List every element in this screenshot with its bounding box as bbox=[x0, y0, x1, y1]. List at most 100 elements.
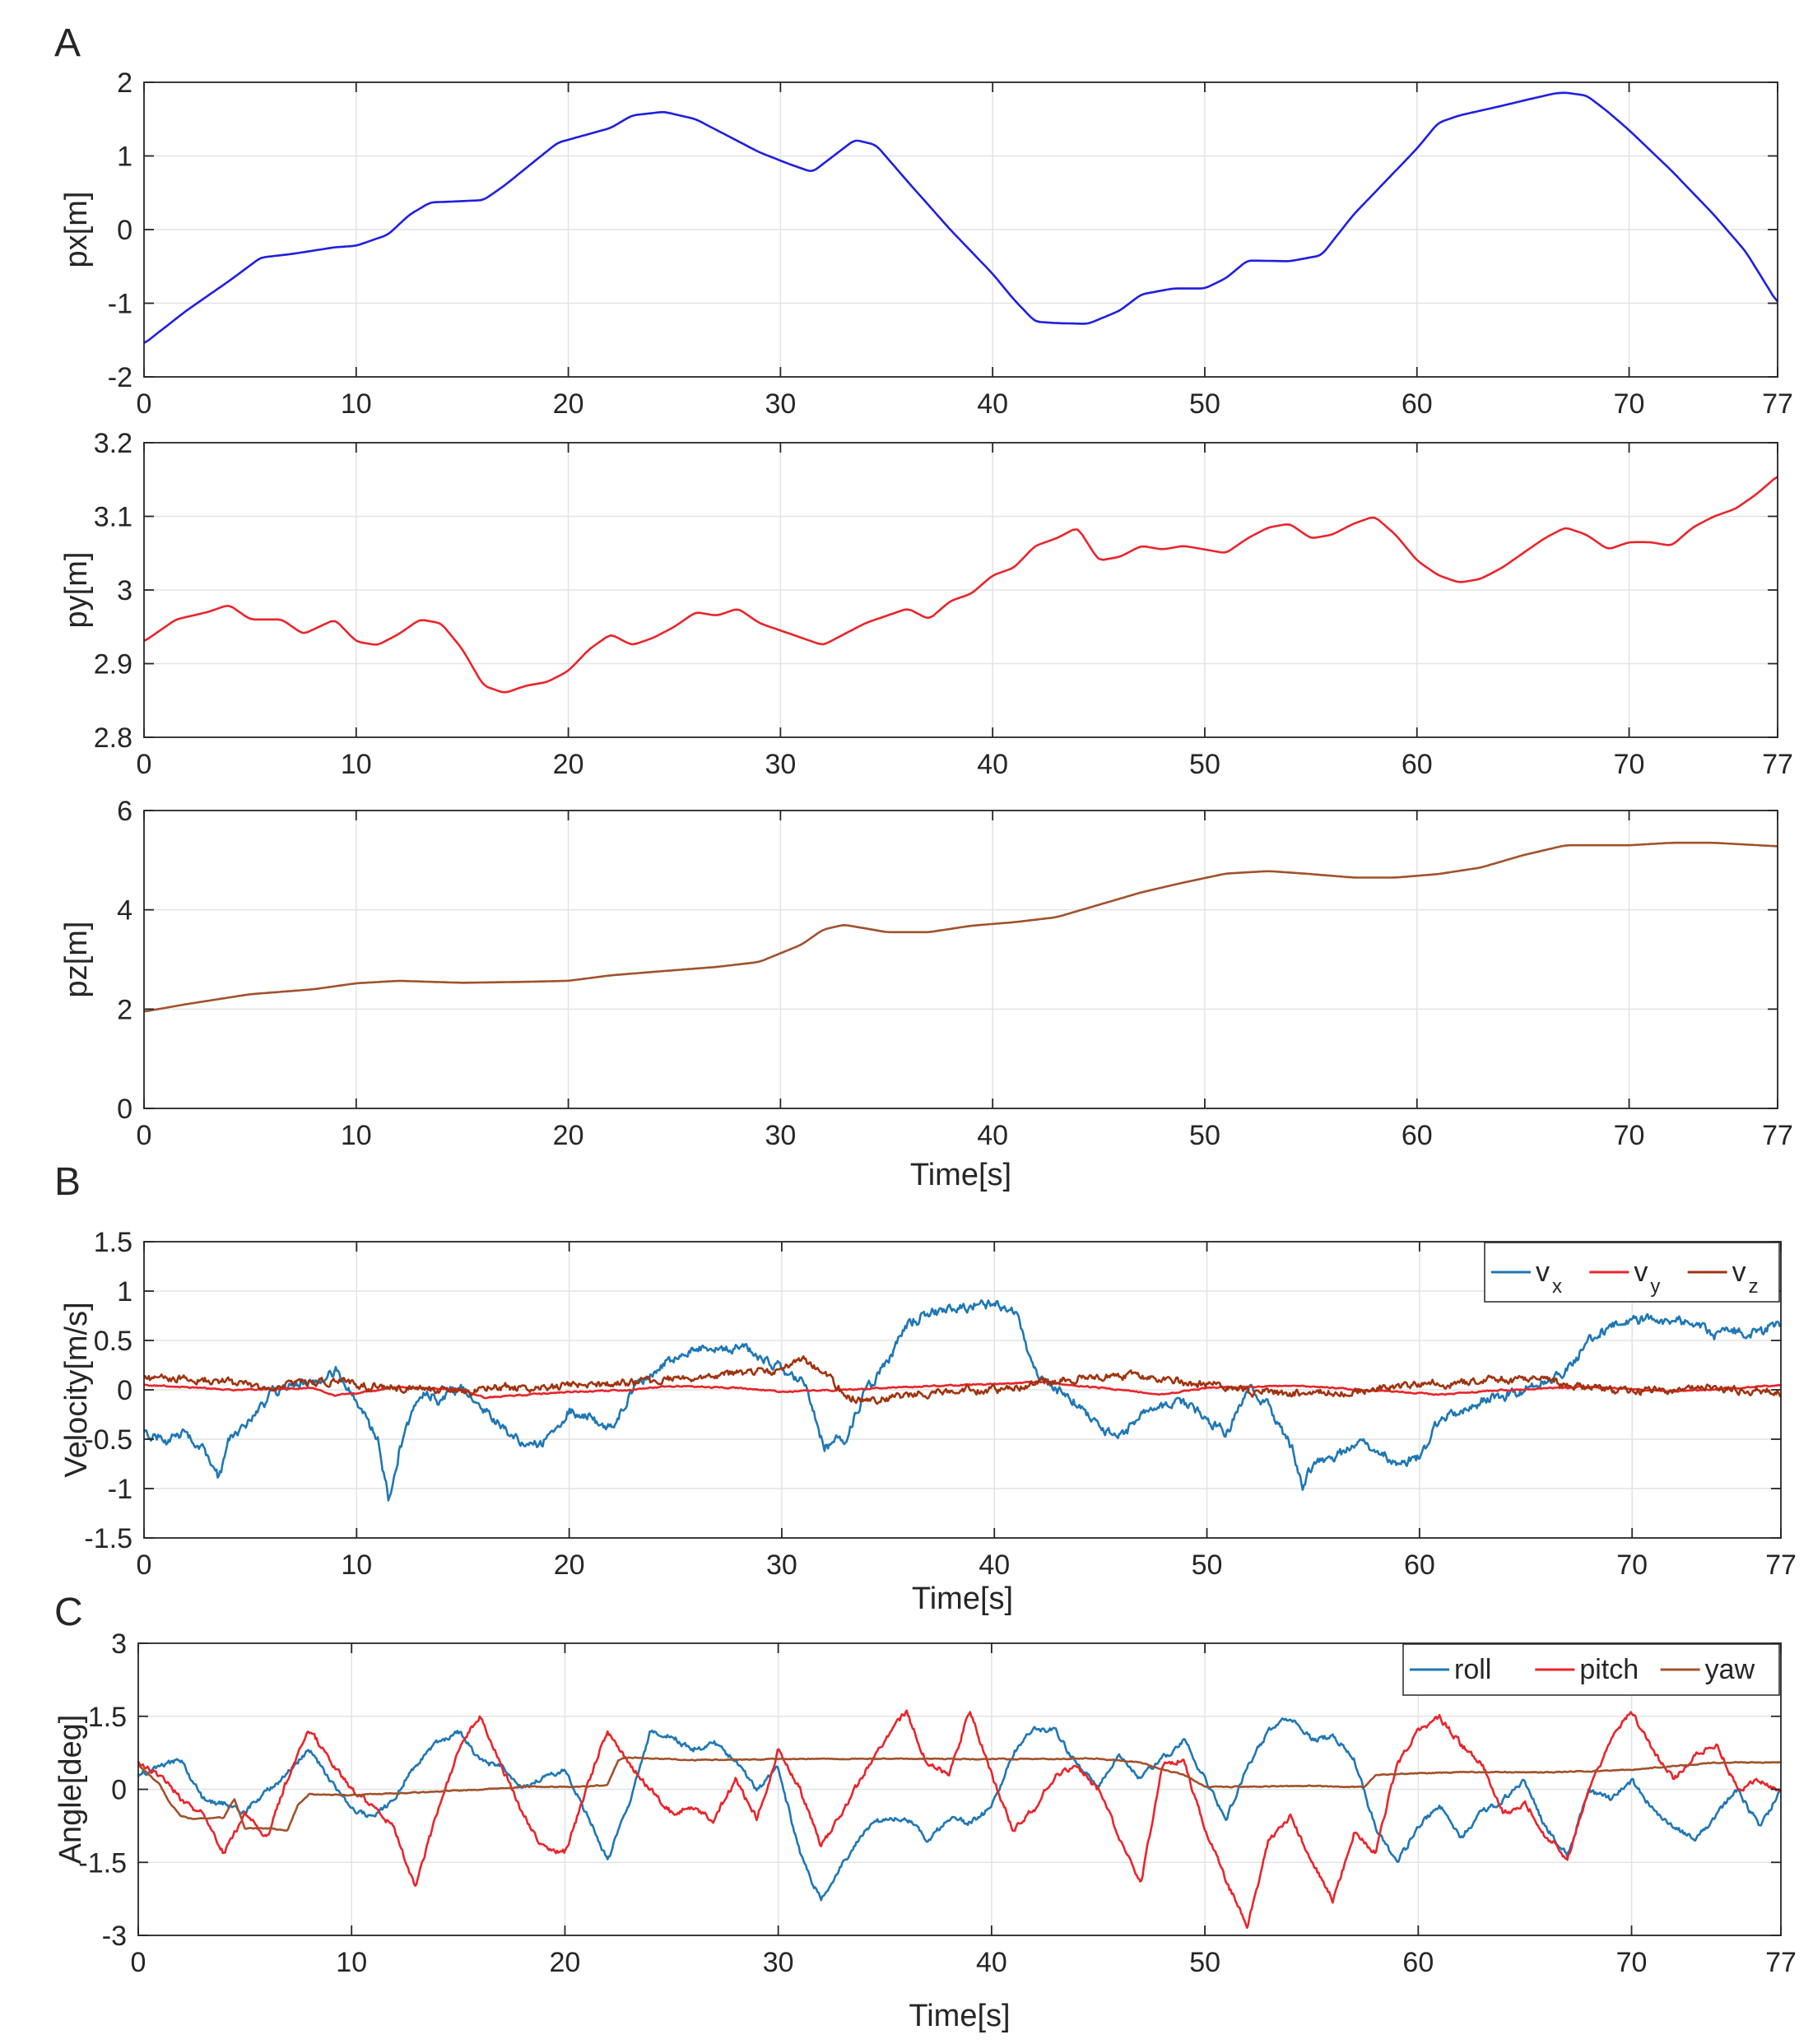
velocity-ytick-label: -1.5 bbox=[84, 1523, 132, 1554]
angle-series-roll bbox=[137, 1717, 1783, 1902]
chart-angle: 0 10 20 30 40 50 60 70 77 -3 -1.5 0 1.5 3 Angle[deg] Ti… bbox=[53, 1628, 1797, 2033]
velocity-xtick-label: 50 bbox=[1192, 1549, 1223, 1581]
px-xtick-label: 10 bbox=[341, 388, 372, 420]
pz-xtick-label: 20 bbox=[553, 1120, 584, 1151]
velocity-xtick-label: 30 bbox=[766, 1549, 797, 1581]
velocity-series-vx bbox=[142, 1299, 1783, 1502]
angle-xtick-label: 0 bbox=[131, 1947, 146, 1978]
pz-ytick-label: 4 bbox=[117, 895, 132, 927]
angle-series-yaw bbox=[137, 1756, 1782, 1832]
angle-xtick-label: 40 bbox=[976, 1947, 1007, 1978]
px-xtick-label: 30 bbox=[765, 388, 796, 420]
angle-xtick-label: 30 bbox=[763, 1947, 794, 1978]
panel-label-a: A bbox=[54, 21, 81, 65]
panel-label-b: B bbox=[54, 1160, 81, 1204]
pz-series-pz bbox=[143, 841, 1778, 1013]
velocity-ytick-label: 0 bbox=[117, 1375, 132, 1406]
py-ytick-label: 2.9 bbox=[94, 649, 132, 681]
velocity-ytick-label: 1.5 bbox=[94, 1227, 132, 1258]
py-xtick-label: 10 bbox=[341, 749, 372, 780]
py-xtick-label: 60 bbox=[1402, 749, 1433, 780]
pz-plot-area bbox=[144, 811, 1778, 1108]
px-ylabel: px[m] bbox=[59, 192, 94, 268]
px-ytick-label: 2 bbox=[117, 67, 132, 99]
py-ytick-label: 3.1 bbox=[94, 502, 132, 533]
angle-xlabel: Time[s] bbox=[909, 1999, 1010, 2033]
velocity-xtick-label: 70 bbox=[1616, 1549, 1648, 1581]
angle-ytick-label: 1.5 bbox=[88, 1702, 127, 1733]
velocity-legend-sub-vy: y bbox=[1650, 1275, 1660, 1298]
velocity-ylabel: Velocity[m/s] bbox=[59, 1302, 94, 1477]
py-ylabel: py[m] bbox=[59, 552, 94, 629]
angle-xtick-label: 70 bbox=[1616, 1947, 1648, 1978]
angle-legend: roll pitch yaw bbox=[1402, 1643, 1780, 1696]
chart-py: 0 10 20 30 40 50 60 70 77 2.8 2.9 3 3.1 3.2 py[m] bbox=[59, 428, 1793, 780]
pz-ytick-label: 0 bbox=[117, 1094, 132, 1125]
py-xtick-label: 30 bbox=[765, 749, 796, 780]
pz-ytick-label: 6 bbox=[117, 796, 132, 827]
velocity-xtick-label: 40 bbox=[979, 1549, 1010, 1581]
px-xtick-label: 40 bbox=[977, 388, 1008, 420]
velocity-xtick-label: 10 bbox=[341, 1549, 372, 1581]
chart-velocity: 0 10 20 30 40 50 60 70 77 -1.5 -1 -0.5 0 0.5 1 1.5 Veloc… bbox=[59, 1227, 1797, 1616]
pz-xtick-label: 60 bbox=[1402, 1120, 1433, 1151]
px-xtick-label: 0 bbox=[137, 388, 152, 420]
pz-ytick-label: 2 bbox=[117, 994, 132, 1025]
px-xtick-label: 77 bbox=[1762, 388, 1793, 420]
angle-xtick-label: 10 bbox=[336, 1947, 367, 1978]
pz-xtick-label: 10 bbox=[341, 1120, 372, 1151]
velocity-ytick-label: -1 bbox=[108, 1474, 132, 1505]
py-series-py bbox=[143, 476, 1778, 694]
angle-legend-label-pitch: pitch bbox=[1579, 1654, 1639, 1685]
px-series-px bbox=[143, 91, 1779, 344]
py-xtick-label: 20 bbox=[553, 749, 584, 780]
py-ytick-label: 3.2 bbox=[94, 428, 132, 459]
angle-ytick-label: 3 bbox=[111, 1628, 127, 1660]
angle-xtick-label: 50 bbox=[1189, 1947, 1220, 1978]
velocity-xtick-label: 0 bbox=[137, 1549, 152, 1581]
velocity-legend-sub-vx: x bbox=[1552, 1275, 1562, 1298]
py-xtick-label: 77 bbox=[1762, 749, 1793, 780]
pz-xtick-label: 40 bbox=[977, 1120, 1008, 1151]
angle-xtick-label: 77 bbox=[1765, 1947, 1797, 1978]
velocity-ytick-label: -0.5 bbox=[84, 1424, 132, 1456]
px-xtick-label: 50 bbox=[1189, 388, 1220, 420]
angle-ytick-label: -1.5 bbox=[78, 1847, 127, 1879]
panel-label-c: C bbox=[54, 1591, 83, 1634]
velocity-xtick-label: 60 bbox=[1404, 1549, 1435, 1581]
velocity-ytick-label: 1 bbox=[117, 1276, 132, 1308]
chart-pz: 0 10 20 30 40 50 60 70 77 0 2 4 6 pz[m] Time[s] bbox=[59, 796, 1793, 1192]
angle-legend-label-roll: roll bbox=[1454, 1654, 1491, 1685]
px-ytick-label: -2 bbox=[108, 362, 132, 393]
pz-axes-box bbox=[143, 810, 1778, 1109]
velocity-series-vz bbox=[143, 1355, 1783, 1405]
angle-xtick-label: 20 bbox=[550, 1947, 581, 1978]
py-ytick-label: 2.8 bbox=[94, 722, 132, 754]
velocity-legend-sub-vz: z bbox=[1749, 1275, 1759, 1298]
angle-series-pitch bbox=[137, 1709, 1783, 1930]
velocity-xtick-label: 20 bbox=[554, 1549, 585, 1581]
angle-legend-box bbox=[1402, 1643, 1780, 1696]
chart-px: 0 10 20 30 40 50 60 70 77 -2 -1 0 1 2 px[m] bbox=[59, 67, 1793, 420]
px-ytick-label: -1 bbox=[108, 289, 132, 320]
angle-ylabel: Angle[deg] bbox=[53, 1715, 88, 1865]
angle-ytick-label: 0 bbox=[111, 1775, 127, 1806]
px-ytick-label: 1 bbox=[117, 142, 132, 173]
velocity-ytick-label: 0.5 bbox=[94, 1326, 132, 1357]
py-xtick-label: 0 bbox=[137, 749, 152, 780]
pz-xtick-label: 77 bbox=[1762, 1120, 1793, 1151]
px-xtick-label: 60 bbox=[1402, 388, 1433, 420]
pz-xtick-label: 70 bbox=[1614, 1120, 1645, 1151]
velocity-legend-box bbox=[1484, 1242, 1780, 1303]
px-xtick-label: 20 bbox=[553, 388, 584, 420]
py-xtick-label: 70 bbox=[1614, 749, 1645, 780]
pz-xtick-label: 0 bbox=[137, 1120, 152, 1151]
pz-xtick-label: 30 bbox=[765, 1120, 796, 1151]
angle-ytick-label: -3 bbox=[102, 1921, 127, 1952]
pz-xtick-label: 50 bbox=[1189, 1120, 1220, 1151]
pz-xlabel: Time[s] bbox=[910, 1158, 1011, 1192]
py-xtick-label: 50 bbox=[1189, 749, 1220, 780]
